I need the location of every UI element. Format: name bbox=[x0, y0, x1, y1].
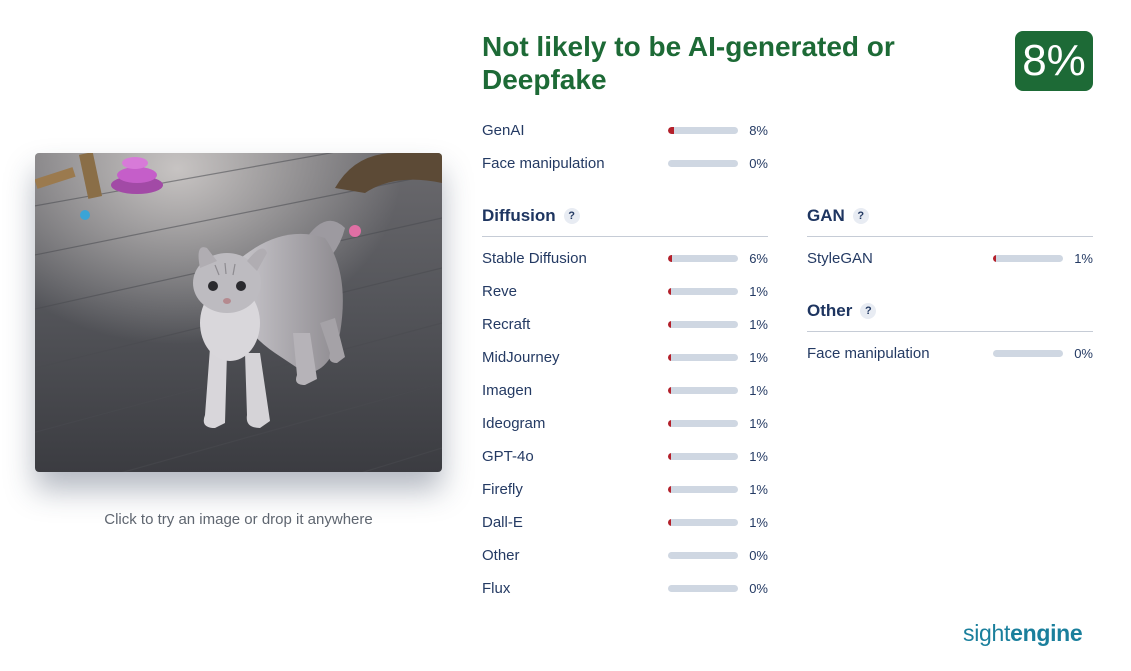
row-value: 1% bbox=[749, 350, 768, 365]
row-value: 1% bbox=[1074, 251, 1093, 266]
diffusion-row: Firefly 1% bbox=[482, 480, 768, 500]
row-value: 0% bbox=[749, 156, 768, 171]
score-bar bbox=[993, 350, 1063, 357]
verdict-headline: Not likely to be AI-generated or Deepfak… bbox=[482, 31, 895, 95]
score-bar bbox=[668, 552, 738, 559]
row-label: StyleGAN bbox=[807, 250, 873, 267]
score-bar-fill bbox=[668, 387, 671, 394]
row-value: 1% bbox=[749, 383, 768, 398]
score-bar bbox=[668, 387, 738, 394]
uploaded-image[interactable] bbox=[35, 153, 442, 472]
row-label: Imagen bbox=[482, 382, 533, 399]
row-value: 6% bbox=[749, 251, 768, 266]
score-bar-fill bbox=[668, 288, 671, 295]
diffusion-row: Recraft 1% bbox=[482, 315, 768, 335]
gan-row-stylegan: StyleGAN 1% bbox=[807, 249, 1093, 269]
score-badge: 8% bbox=[1015, 31, 1093, 91]
diffusion-section-title: Diffusion? bbox=[482, 205, 580, 227]
score-bar-fill bbox=[993, 255, 996, 262]
row-value: 0% bbox=[1074, 346, 1093, 361]
score-bar-fill bbox=[668, 519, 671, 526]
row-value: 1% bbox=[749, 317, 768, 332]
score-bar-fill bbox=[668, 321, 671, 328]
score-bar bbox=[668, 127, 738, 134]
score-bar bbox=[668, 288, 738, 295]
score-bar bbox=[668, 321, 738, 328]
row-label: MidJourney bbox=[482, 349, 560, 366]
row-value: 0% bbox=[749, 548, 768, 563]
row-value: 0% bbox=[749, 581, 768, 596]
score-bar-fill bbox=[668, 354, 671, 361]
upload-caption[interactable]: Click to try an image or drop it anywher… bbox=[104, 511, 373, 528]
section-divider bbox=[482, 236, 768, 237]
gan-section-title: GAN? bbox=[807, 205, 869, 227]
section-title-text: GAN bbox=[807, 206, 845, 225]
help-icon[interactable]: ? bbox=[563, 208, 580, 224]
row-label: GenAI bbox=[482, 122, 525, 139]
row-label: Recraft bbox=[482, 316, 531, 333]
brand-part2: engine bbox=[1010, 620, 1083, 646]
row-value: 1% bbox=[749, 284, 768, 299]
score-bar-fill bbox=[668, 255, 672, 262]
score-bar bbox=[668, 585, 738, 592]
score-bar bbox=[993, 255, 1063, 262]
diffusion-row: MidJourney 1% bbox=[482, 348, 768, 368]
row-label: Reve bbox=[482, 283, 518, 300]
summary-row-face-manipulation: Face manipulation 0% bbox=[482, 154, 768, 174]
row-label: Other bbox=[482, 547, 520, 564]
score-bar bbox=[668, 519, 738, 526]
sightengine-logo[interactable]: sightengine bbox=[963, 620, 1083, 647]
score-bar-fill bbox=[668, 453, 671, 460]
section-title-text: Other bbox=[807, 301, 853, 320]
row-value: 1% bbox=[749, 449, 768, 464]
help-icon[interactable]: ? bbox=[852, 208, 869, 224]
score-bar-fill bbox=[668, 127, 674, 134]
score-bar bbox=[668, 420, 738, 427]
row-label: Flux bbox=[482, 580, 511, 597]
row-label: Face manipulation bbox=[807, 345, 930, 362]
diffusion-row: GPT-4o 1% bbox=[482, 447, 768, 467]
diffusion-row: Other 0% bbox=[482, 546, 768, 566]
row-label: Firefly bbox=[482, 481, 523, 498]
other-section-title: Other? bbox=[807, 300, 877, 322]
score-bar bbox=[668, 486, 738, 493]
diffusion-row: Dall-E 1% bbox=[482, 513, 768, 533]
score-bar-fill bbox=[668, 486, 671, 493]
brand-part1: sight bbox=[963, 620, 1011, 646]
row-value: 1% bbox=[749, 416, 768, 431]
diffusion-row: Stable Diffusion 6% bbox=[482, 249, 768, 269]
row-label: Stable Diffusion bbox=[482, 250, 587, 267]
score-bar bbox=[668, 453, 738, 460]
row-label: Ideogram bbox=[482, 415, 546, 432]
row-value: 1% bbox=[749, 515, 768, 530]
summary-row-genai: GenAI 8% bbox=[482, 121, 768, 141]
row-value: 8% bbox=[749, 123, 768, 138]
cat-photo bbox=[35, 153, 442, 472]
score-bar-fill bbox=[668, 420, 671, 427]
section-title-text: Diffusion bbox=[482, 206, 556, 225]
row-value: 1% bbox=[749, 482, 768, 497]
score-bar bbox=[668, 255, 738, 262]
diffusion-row: Flux 0% bbox=[482, 579, 768, 599]
score-bar bbox=[668, 354, 738, 361]
row-label: GPT-4o bbox=[482, 448, 534, 465]
section-divider bbox=[807, 331, 1093, 332]
diffusion-row: Ideogram 1% bbox=[482, 414, 768, 434]
diffusion-row: Reve 1% bbox=[482, 282, 768, 302]
row-label: Face manipulation bbox=[482, 155, 605, 172]
diffusion-row: Imagen 1% bbox=[482, 381, 768, 401]
score-bar bbox=[668, 160, 738, 167]
row-label: Dall-E bbox=[482, 514, 523, 531]
help-icon[interactable]: ? bbox=[860, 303, 877, 319]
other-row-face-manipulation: Face manipulation 0% bbox=[807, 344, 1093, 364]
section-divider bbox=[807, 236, 1093, 237]
